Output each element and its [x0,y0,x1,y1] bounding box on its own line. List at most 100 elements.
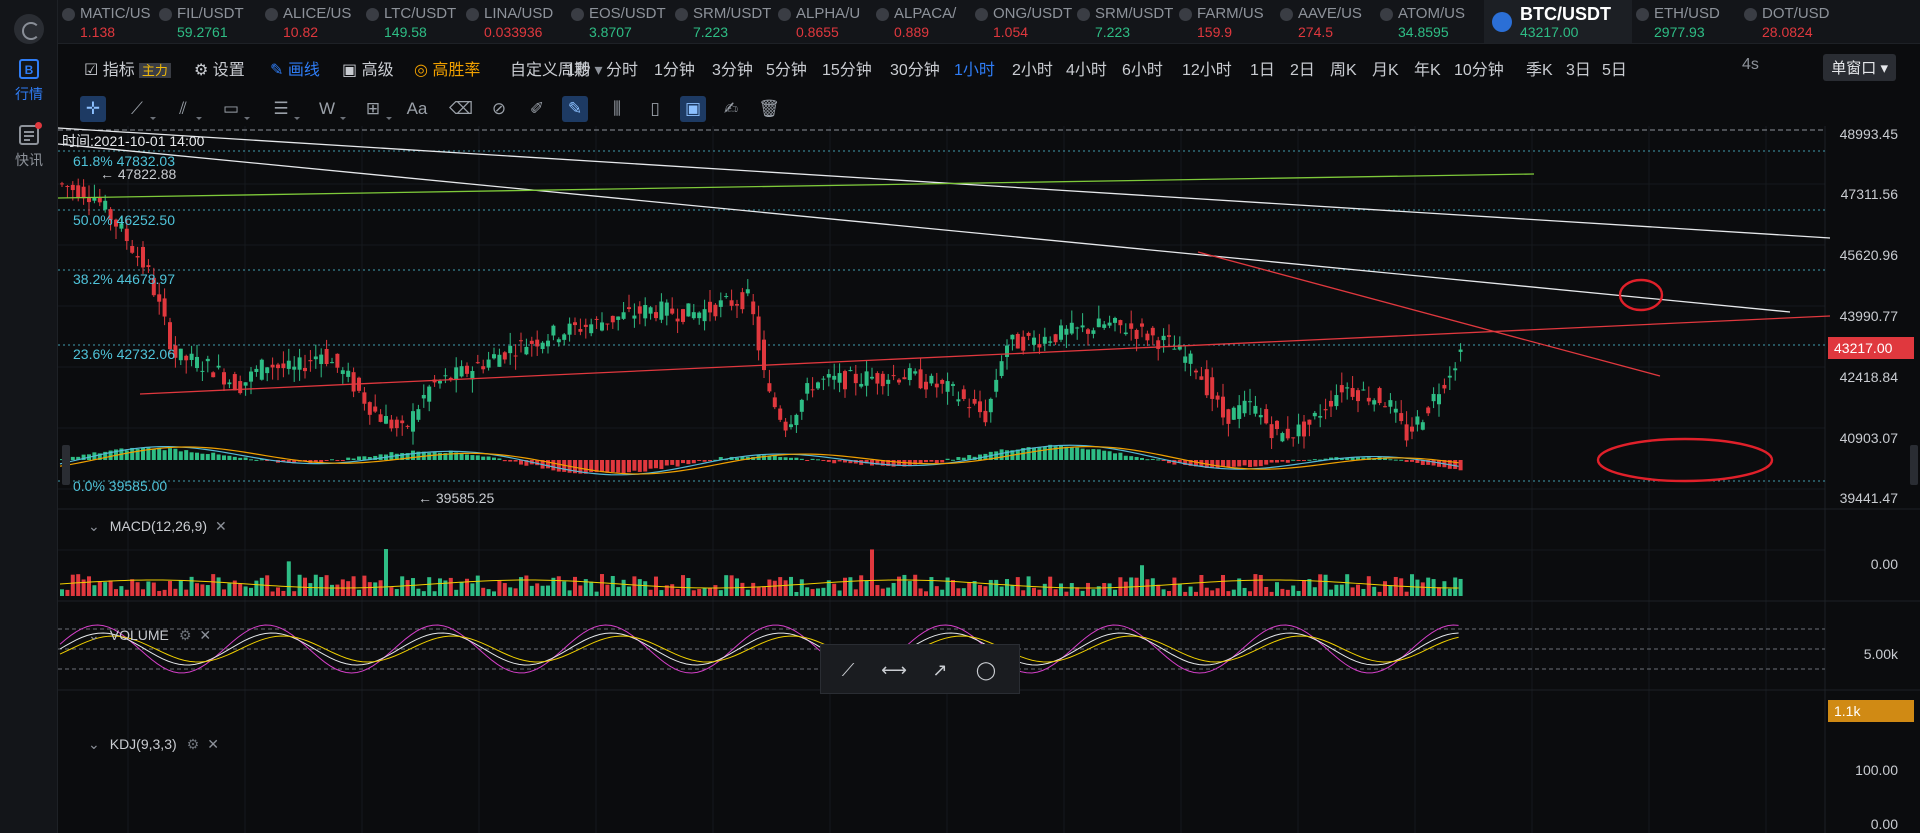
period-option[interactable]: 月K [1372,62,1399,79]
ticker-item[interactable]: DOT/USD 28.0824 [1740,0,1840,43]
right-scroll-handle[interactable] [1910,445,1918,485]
period-option[interactable]: 1分钟 [654,62,695,79]
period-option[interactable]: 3日 [1566,62,1591,79]
indicator-button[interactable]: ☑ 指标 主力 [84,56,171,80]
collapse-icon[interactable]: ⌄ [88,736,100,752]
period-option[interactable]: 5分钟 [766,62,807,79]
collapse-icon[interactable]: ⌄ [88,627,100,643]
gear-icon[interactable]: ⚙ [186,736,200,752]
custom-period-dropdown[interactable]: 自定义周期 ▾ [510,56,603,80]
period-option[interactable]: 15分钟 [822,62,872,79]
ticker-item[interactable]: SRM/USDT 7.223 [1073,0,1175,43]
fib-tool-icon[interactable]: ☰ [268,96,300,122]
segment-tool-icon[interactable]: ⟋ [841,660,855,680]
measure-tool-icon[interactable]: ⊞ [360,96,392,122]
ticker-item[interactable]: ETH/USD 2977.93 [1632,0,1740,43]
period-option[interactable]: 30分钟 [890,62,940,79]
candle-body [1226,409,1231,424]
ray-tool-icon[interactable]: ↗ [932,660,948,680]
volume-bar [1172,577,1177,596]
trash-icon[interactable]: 🗑 [758,99,780,118]
lock-icon[interactable]: ▯ [650,99,660,118]
ellipse-tool-icon[interactable]: ◯ [975,660,997,680]
candles-icon[interactable]: ⫼ [613,99,621,118]
period-option[interactable]: 10分钟 [1454,62,1504,79]
ticker-item[interactable]: FIL/USDT 59.2761 [155,0,261,43]
ticker-item[interactable]: LINA/USD 0.033936 [462,0,567,43]
volume-bar [605,584,610,596]
ticker-item[interactable]: BTC/USDT 43217.00 [1484,0,1632,43]
trend-line-tool-icon[interactable]: ⟋ [124,96,156,122]
magnet-icon[interactable]: ⊘ [491,99,507,118]
period-option[interactable]: 2小时 [1012,62,1053,79]
candlestick-chart[interactable] [58,126,1920,833]
period-option[interactable]: 4小时 [1066,62,1107,79]
chart-area[interactable] [58,126,1920,833]
gear-icon[interactable]: ⚙ [178,627,192,643]
macd-bar [184,450,189,460]
ticker-item[interactable]: SRM/USDT 7.223 [671,0,774,43]
parallel-line-tool-icon[interactable]: ⫽ [170,96,202,122]
period-option[interactable]: 分时 [606,62,639,79]
settings-button[interactable]: ⚙ 设置 [194,56,245,80]
crosshair-tool-icon[interactable]: ✛ [80,96,106,122]
left-scroll-handle[interactable] [62,445,70,485]
ticker-item[interactable]: ATOM/US 34.8595 [1376,0,1484,43]
volume-bar [1064,591,1069,596]
ticker-item[interactable]: ALICE/US 10.82 [261,0,362,43]
candle-body [1215,395,1220,400]
macd-bar [232,456,237,460]
visibility-icon[interactable]: ▣ [680,96,706,122]
winrate-button[interactable]: ◎ 高胜率 [414,56,480,80]
coin-icon [1744,8,1757,21]
ticker-item[interactable]: LTC/USDT 149.58 [362,0,462,43]
ticker-item[interactable]: FARM/US 159.9 [1175,0,1276,43]
sidebar-item-market[interactable]: B 行情 [0,58,58,104]
volume-bar [589,581,594,596]
edit-icon[interactable]: ✍ [723,99,739,118]
ticker-item[interactable]: ALPHA/U 0.8655 [774,0,872,43]
draw-button[interactable]: ✎ 画线 [270,56,320,80]
period-option[interactable]: 1日 [1250,62,1275,79]
period-option[interactable]: 2日 [1290,62,1315,79]
macd-bar [1032,447,1036,460]
candle-body [1264,409,1269,424]
draw-mode-icon[interactable]: ✎ [562,96,588,122]
close-icon[interactable]: ✕ [199,627,212,643]
ticker-item[interactable]: AAVE/US 274.5 [1276,0,1376,43]
period-option[interactable]: 1小时 [954,62,995,79]
candle-body [1210,377,1215,399]
volume-bar [1426,577,1431,596]
refresh-interval[interactable]: 4s [1742,56,1759,73]
period-option[interactable]: 1秒 [566,62,591,79]
horizontal-line-tool-icon[interactable]: ⟷ [881,660,907,680]
wave-tool-icon[interactable]: W [314,96,346,122]
period-option[interactable]: 3分钟 [712,62,753,79]
macd-bar [1415,460,1420,463]
ticker-item[interactable]: MATIC/US 1.138 [58,0,155,43]
macd-bar [249,459,253,461]
highlight-ellipse-macd [1596,437,1774,483]
candle-body [1356,390,1360,402]
rectangle-tool-icon[interactable]: ▭ [218,96,250,122]
period-option[interactable]: 年K [1414,62,1441,79]
period-option[interactable]: 6小时 [1122,62,1163,79]
close-icon[interactable]: ✕ [207,736,219,752]
ticker-item[interactable]: EOS/USDT 3.8707 [567,0,671,43]
window-mode-select[interactable]: 单窗口 ▾ [1823,54,1896,81]
text-tool-icon[interactable]: Aa [406,99,428,118]
ruler-icon[interactable]: ✐ [529,99,545,118]
ticker-item[interactable]: ALPACA/0.889 [872,0,971,43]
advanced-button[interactable]: ▣ 高级 [342,56,394,80]
ticker-item[interactable]: ONG/USDT 1.054 [971,0,1073,43]
period-option[interactable]: 周K [1330,62,1357,79]
eraser-icon[interactable]: ⌫ [448,99,474,118]
sidebar-item-news[interactable]: 快讯 [0,122,58,170]
period-option[interactable]: 5日 [1602,62,1627,79]
ticker-symbol: EOS/USDT [589,5,666,22]
period-option[interactable]: 季K [1526,62,1553,79]
collapse-icon[interactable]: ⌄ [88,518,100,534]
period-option[interactable]: 12小时 [1182,62,1232,79]
close-icon[interactable]: ✕ [215,518,227,534]
candle-body [297,357,302,370]
